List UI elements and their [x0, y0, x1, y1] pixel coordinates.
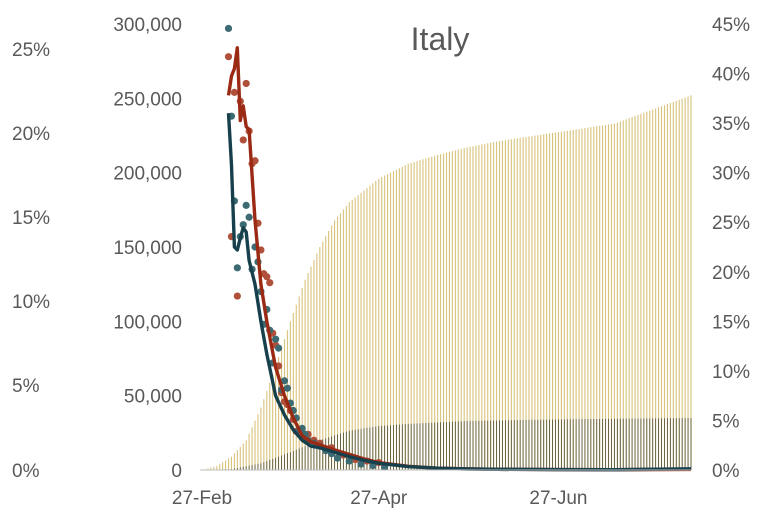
- red-point: [230, 88, 239, 96]
- y-tick-label: 200,000: [113, 164, 182, 185]
- y2-tick-label: 30%: [712, 164, 750, 185]
- y2-tick-label: 35%: [712, 114, 750, 135]
- y-tick-label: 250,000: [113, 89, 182, 110]
- cumulative-bars: [204, 95, 692, 470]
- y2-tick-label: 40%: [712, 65, 750, 86]
- teal-point: [280, 377, 289, 385]
- red-point: [242, 79, 250, 88]
- teal-point: [357, 460, 365, 468]
- red-point: [239, 136, 247, 144]
- x-tick-label: 27-Jun: [529, 488, 587, 509]
- teal-point: [245, 213, 253, 221]
- teal-point: [272, 335, 280, 343]
- teal-point: [283, 384, 292, 392]
- teal-point: [345, 457, 353, 465]
- teal-series-line: [226, 113, 692, 472]
- trend-lines: [226, 46, 692, 472]
- teal-point: [224, 24, 233, 33]
- x-axis-ticks: 27-Feb 27-Apr 27-Jun: [172, 488, 588, 509]
- y2-tick-label: 45%: [712, 15, 750, 36]
- y3-tick-label: 5%: [12, 376, 40, 397]
- teal-point: [242, 201, 250, 209]
- y2-tick-label: 20%: [712, 263, 750, 284]
- x-tick-label: 27-Feb: [172, 488, 232, 509]
- red-point: [233, 292, 241, 300]
- y-tick-label: 0: [171, 461, 182, 482]
- y-tick-label: 50,000: [124, 387, 182, 408]
- red-series-line: [226, 46, 692, 472]
- y3-axis-ticks: 25% 20% 15% 10% 5% 0%: [12, 40, 50, 482]
- y2-tick-label: 25%: [712, 213, 750, 234]
- y2-tick-label: 10%: [712, 362, 750, 383]
- red-point: [224, 53, 233, 61]
- y-axis-ticks: 300,000 250,000 200,000 150,000 100,000 50,00…: [113, 15, 182, 482]
- teal-point: [233, 264, 241, 272]
- y3-tick-label: 20%: [12, 124, 50, 145]
- y2-tick-label: 0%: [712, 461, 740, 482]
- y-tick-label: 150,000: [113, 238, 182, 259]
- y3-tick-label: 10%: [12, 292, 50, 313]
- y3-tick-label: 25%: [12, 40, 50, 61]
- teal-point: [239, 221, 247, 229]
- teal-point: [274, 344, 283, 352]
- x-tick-label: 27-Apr: [350, 488, 408, 509]
- y3-tick-label: 15%: [12, 208, 50, 229]
- y2-tick-label: 15%: [712, 312, 750, 333]
- y-tick-label: 300,000: [113, 15, 182, 36]
- teal-point: [333, 454, 342, 462]
- red-point: [263, 273, 271, 281]
- y-tick-label: 100,000: [113, 312, 182, 333]
- y2-tick-label: 5%: [712, 411, 740, 432]
- chart-title: Italy: [411, 21, 470, 57]
- y2-axis-ticks: 45% 40% 35% 30% 25% 20% 15% 10% 5% 0%: [712, 15, 750, 482]
- secondary-bars: [204, 417, 692, 470]
- red-point: [251, 157, 259, 165]
- red-point: [266, 279, 274, 287]
- y3-tick-label: 0%: [12, 461, 40, 482]
